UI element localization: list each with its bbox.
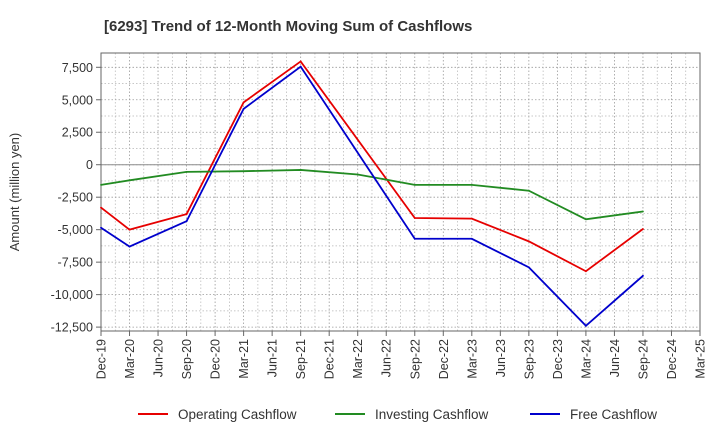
data-point-investing-cashflow	[128, 179, 131, 182]
legend: Operating Cashflow Investing Cashflow Free…	[138, 407, 657, 422]
x-tick-label: Dec-24	[665, 339, 679, 379]
x-tick-label: Mar-21	[237, 339, 251, 379]
data-point-investing-cashflow	[185, 170, 188, 173]
x-tick-label: Jun-22	[380, 339, 394, 377]
data-point-investing-cashflow	[100, 183, 102, 186]
data-point-free-cashflow	[128, 245, 131, 248]
x-tick-label: Mar-20	[123, 339, 137, 379]
data-point-free-cashflow	[470, 237, 473, 240]
data-point-investing-cashflow	[470, 183, 473, 186]
x-tick-label: Dec-19	[95, 339, 109, 379]
data-point-operating-cashflow	[100, 206, 102, 209]
x-tick-label: Jun-23	[494, 339, 508, 377]
series-line-operating-cashflow	[100, 60, 644, 273]
y-axis-label: Amount (million yen)	[7, 133, 22, 252]
x-tick-label: Sep-23	[522, 339, 536, 379]
data-point-investing-cashflow	[413, 183, 416, 186]
y-tick-label: -10,000	[51, 288, 93, 302]
legend-label-free-cashflow: Free Cashflow	[570, 407, 657, 422]
x-tick-label: Sep-21	[294, 339, 308, 379]
data-point-operating-cashflow	[642, 228, 644, 230]
data-point-operating-cashflow	[299, 60, 302, 63]
x-tick-label: Mar-23	[465, 339, 479, 379]
data-point-free-cashflow	[185, 220, 188, 223]
y-tick-label: -12,500	[51, 321, 93, 335]
x-tick-label: Dec-23	[551, 339, 565, 379]
x-tick-label: Sep-20	[180, 339, 194, 379]
data-point-free-cashflow	[299, 65, 302, 68]
data-point-investing-cashflow	[642, 210, 644, 213]
x-tick-label: Mar-24	[579, 339, 593, 379]
x-tick-label: Jun-24	[608, 339, 622, 377]
data-point-investing-cashflow	[356, 173, 359, 176]
series	[100, 60, 644, 328]
series-line-free-cashflow	[100, 65, 644, 328]
y-tick-label: -7,500	[58, 256, 93, 270]
data-point-investing-cashflow	[242, 170, 245, 173]
axes: 7,500 5,000 2,500 0 -2,500 -5,000 -7,500 -10,00…	[51, 52, 708, 379]
legend-label-operating-cashflow: Operating Cashflow	[178, 407, 297, 422]
data-point-investing-cashflow	[299, 169, 302, 171]
data-point-operating-cashflow	[527, 240, 530, 243]
x-tick-label: Jun-20	[152, 339, 166, 377]
x-tick-label: Sep-22	[408, 339, 422, 379]
y-tick-label: 7,500	[62, 61, 93, 75]
x-tick-label: Dec-20	[209, 339, 223, 379]
plot-frame	[100, 52, 701, 332]
data-point-investing-cashflow	[585, 218, 587, 221]
data-point-operating-cashflow	[470, 217, 473, 220]
chart-title: [6293] Trend of 12-Month Moving Sum of C…	[104, 18, 472, 35]
x-tick-label: Mar-25	[694, 339, 708, 379]
x-tick-label: Dec-21	[323, 339, 337, 379]
grid	[100, 53, 701, 331]
data-point-free-cashflow	[527, 266, 530, 269]
x-tick-label: Mar-22	[351, 339, 365, 379]
data-point-investing-cashflow	[527, 189, 530, 192]
y-tick-label: -5,000	[58, 223, 93, 237]
x-tick-label: Sep-24	[636, 339, 650, 379]
data-point-free-cashflow	[413, 237, 416, 240]
legend-label-investing-cashflow: Investing Cashflow	[375, 407, 489, 422]
data-point-free-cashflow	[242, 107, 245, 110]
x-tick-label: Jun-21	[266, 339, 280, 377]
data-point-free-cashflow	[642, 274, 644, 277]
data-point-free-cashflow	[100, 226, 102, 229]
y-tick-label: 2,500	[62, 126, 93, 140]
data-point-operating-cashflow	[413, 217, 416, 219]
y-tick-label: 0	[86, 158, 93, 172]
data-point-free-cashflow	[585, 324, 587, 327]
data-point-operating-cashflow	[585, 270, 587, 273]
x-tick-label: Dec-22	[437, 339, 451, 379]
data-point-operating-cashflow	[185, 213, 188, 215]
data-point-operating-cashflow	[242, 101, 245, 104]
y-tick-label: 5,000	[62, 93, 93, 107]
y-tick-label: -2,500	[58, 191, 93, 205]
data-point-operating-cashflow	[128, 228, 131, 231]
